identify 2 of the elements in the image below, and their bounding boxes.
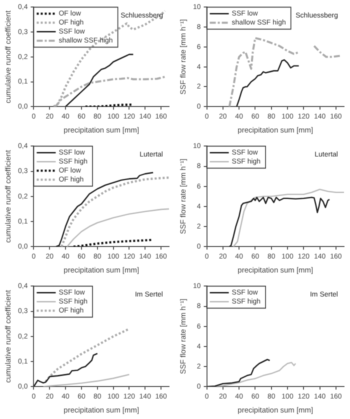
line-series — [44, 328, 130, 383]
line-series — [60, 176, 169, 247]
